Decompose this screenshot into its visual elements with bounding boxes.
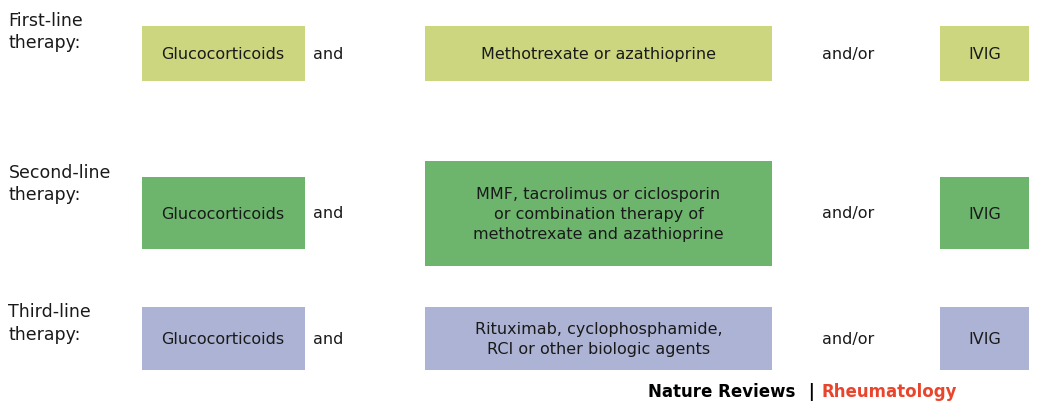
FancyBboxPatch shape	[425, 307, 772, 370]
FancyBboxPatch shape	[425, 162, 772, 266]
Text: Glucocorticoids: Glucocorticoids	[162, 206, 285, 221]
Text: and/or: and/or	[822, 205, 875, 220]
Text: Glucocorticoids: Glucocorticoids	[162, 47, 285, 62]
Text: MMF, tacrolimus or ciclosporin
or combination therapy of
methotrexate and azathi: MMF, tacrolimus or ciclosporin or combin…	[474, 187, 723, 241]
FancyBboxPatch shape	[142, 27, 304, 82]
Text: Glucocorticoids: Glucocorticoids	[162, 331, 285, 346]
FancyBboxPatch shape	[142, 178, 304, 249]
Text: Second-line
therapy:: Second-line therapy:	[8, 164, 111, 204]
Text: and: and	[314, 331, 343, 346]
FancyBboxPatch shape	[142, 307, 304, 370]
Text: |: |	[803, 382, 821, 400]
FancyBboxPatch shape	[940, 307, 1029, 370]
Text: and: and	[314, 205, 343, 220]
Text: and: and	[314, 47, 343, 61]
Text: Nature Reviews: Nature Reviews	[648, 382, 795, 400]
Text: and/or: and/or	[822, 331, 875, 346]
Text: Third-line
therapy:: Third-line therapy:	[8, 303, 91, 343]
Text: Rituximab, cyclophosphamide,
RCI or other biologic agents: Rituximab, cyclophosphamide, RCI or othe…	[475, 321, 722, 356]
Text: IVIG: IVIG	[968, 206, 1001, 221]
Text: Methotrexate or azathioprine: Methotrexate or azathioprine	[481, 47, 716, 62]
FancyBboxPatch shape	[425, 27, 772, 82]
Text: Rheumatology: Rheumatology	[821, 382, 957, 400]
Text: First-line
therapy:: First-line therapy:	[8, 12, 83, 52]
Text: and/or: and/or	[822, 47, 875, 61]
Text: IVIG: IVIG	[968, 331, 1001, 346]
Text: IVIG: IVIG	[968, 47, 1001, 62]
FancyBboxPatch shape	[940, 178, 1029, 249]
FancyBboxPatch shape	[940, 27, 1029, 82]
